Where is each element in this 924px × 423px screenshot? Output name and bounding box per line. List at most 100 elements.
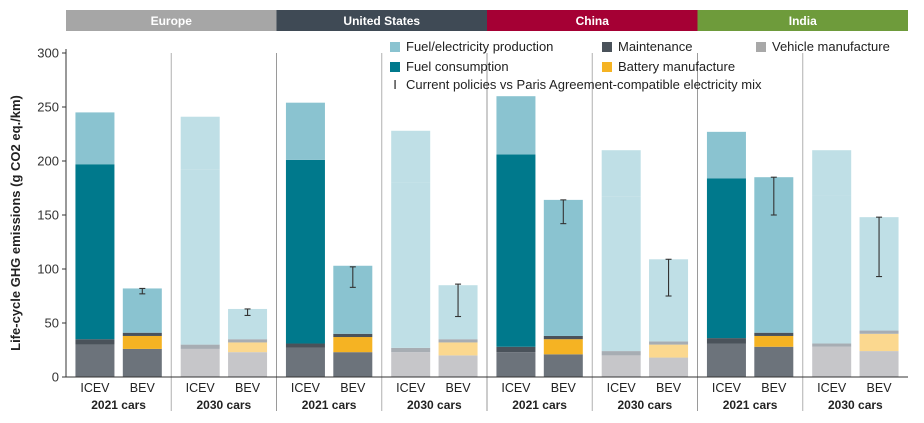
bar-united-states-2030-cars-icev <box>391 130 431 377</box>
bar-segment <box>438 355 478 377</box>
bar-segment <box>285 343 325 348</box>
bar-segment <box>754 332 794 336</box>
bar-europe-2030-cars-icev <box>180 116 220 377</box>
bar-segment <box>180 169 220 345</box>
bar-segment <box>649 344 689 358</box>
bar-segment <box>649 341 689 345</box>
x-category-label: ICEV <box>501 381 531 395</box>
bar-segment <box>543 335 583 340</box>
x-category-label: ICEV <box>817 381 847 395</box>
x-category-label: ICEV <box>80 381 110 395</box>
bar-segment <box>496 154 536 347</box>
x-group-label: 2030 cars <box>407 398 462 412</box>
bar-segment <box>228 352 268 377</box>
legend-swatch <box>756 42 766 52</box>
x-category-label: ICEV <box>396 381 426 395</box>
bar-europe-2030-cars-bev <box>228 308 268 377</box>
x-category-label: BEV <box>446 381 472 395</box>
bar-segment <box>812 150 852 196</box>
legend-label: Fuel/electricity production <box>406 39 553 54</box>
bar-europe-2021-cars-bev <box>122 287 162 377</box>
bar-segment <box>754 346 794 377</box>
legend-label: Fuel consumption <box>406 59 509 74</box>
bar-segment <box>285 159 325 344</box>
bar-segment <box>122 288 162 333</box>
bar-segment <box>859 333 899 352</box>
bar-india-2021-cars-icev <box>706 131 746 377</box>
y-tick-label: 150 <box>37 208 59 223</box>
bar-segment <box>706 338 746 344</box>
x-group-label: 2021 cars <box>512 398 567 412</box>
bar-segment <box>180 344 220 349</box>
bar-segment <box>859 351 899 377</box>
bar-segment <box>75 344 115 377</box>
x-category-label: BEV <box>130 381 156 395</box>
bar-segment <box>75 112 115 165</box>
x-group-label: 2030 cars <box>828 398 883 412</box>
x-category-label: BEV <box>340 381 366 395</box>
x-category-label: BEV <box>761 381 787 395</box>
bar-segment <box>285 102 325 160</box>
bar-segment <box>601 150 641 197</box>
bar-segment <box>601 351 641 356</box>
region-header-europe <box>66 10 277 31</box>
bar-segment <box>706 343 746 377</box>
y-tick-label: 0 <box>52 370 59 385</box>
bar-segment <box>543 339 583 355</box>
bar-segment <box>812 343 852 347</box>
x-category-label: BEV <box>235 381 261 395</box>
bar-india-2030-cars-bev <box>859 216 899 377</box>
bar-segment <box>122 348 162 377</box>
bar-segment <box>438 342 478 356</box>
x-category-label: ICEV <box>607 381 637 395</box>
x-group-label: 2021 cars <box>302 398 357 412</box>
bar-segment <box>706 178 746 339</box>
x-category-label: ICEV <box>291 381 321 395</box>
y-tick-label: 300 <box>37 46 59 61</box>
bar-china-2030-cars-bev <box>649 258 689 377</box>
bar-segment <box>333 352 373 377</box>
bar-segment <box>75 339 115 345</box>
legend-label: Battery manufacture <box>618 59 735 74</box>
x-group-label: 2030 cars <box>197 398 252 412</box>
bar-segment <box>754 335 794 347</box>
region-header-india <box>697 10 908 31</box>
bar-segment <box>75 164 115 340</box>
x-category-label: BEV <box>656 381 682 395</box>
bar-segment <box>543 354 583 377</box>
bar-segment <box>180 116 220 170</box>
bar-united-states-2021-cars-bev <box>333 265 373 377</box>
region-label: Europe <box>151 14 193 28</box>
x-category-label: BEV <box>867 381 893 395</box>
legend-label: Current policies vs Paris Agreement-comp… <box>406 77 762 92</box>
legend-label: Vehicle manufacture <box>772 39 890 54</box>
legend-symbol-range: I <box>393 77 397 92</box>
x-category-label: ICEV <box>186 381 216 395</box>
bar-india-2021-cars-bev <box>754 176 794 377</box>
bar-segment <box>496 346 536 353</box>
bar-segment <box>391 182 431 348</box>
bar-segment <box>812 346 852 377</box>
x-axis-labels: ICEV BEV 2021 cars ICEV BEV 2030 cars ICEV BEV 2… <box>80 381 892 412</box>
bar-segment <box>496 352 536 377</box>
bar-europe-2021-cars-icev <box>75 112 115 377</box>
legend-swatch <box>390 62 400 72</box>
x-group-label: 2021 cars <box>723 398 778 412</box>
region-header-united-states <box>276 10 487 31</box>
region-label: China <box>576 14 610 28</box>
y-axis: 0 50 100 150 200 250 300 <box>37 46 908 385</box>
region-header-china <box>487 10 698 31</box>
bar-segment <box>391 347 431 353</box>
region-header-bar: Europe United States China India <box>66 10 908 31</box>
y-tick-label: 200 <box>37 154 59 169</box>
bars <box>75 96 899 377</box>
bar-china-2021-cars-bev <box>543 199 583 377</box>
bar-segment <box>285 347 325 377</box>
x-category-label: ICEV <box>712 381 742 395</box>
region-label: United States <box>343 14 420 28</box>
bar-segment <box>180 348 220 377</box>
bar-india-2030-cars-icev <box>812 150 852 377</box>
y-axis-label: Life-cycle GHG emissions (g CO2 eq./km) <box>8 95 23 351</box>
region-label: India <box>789 14 817 28</box>
